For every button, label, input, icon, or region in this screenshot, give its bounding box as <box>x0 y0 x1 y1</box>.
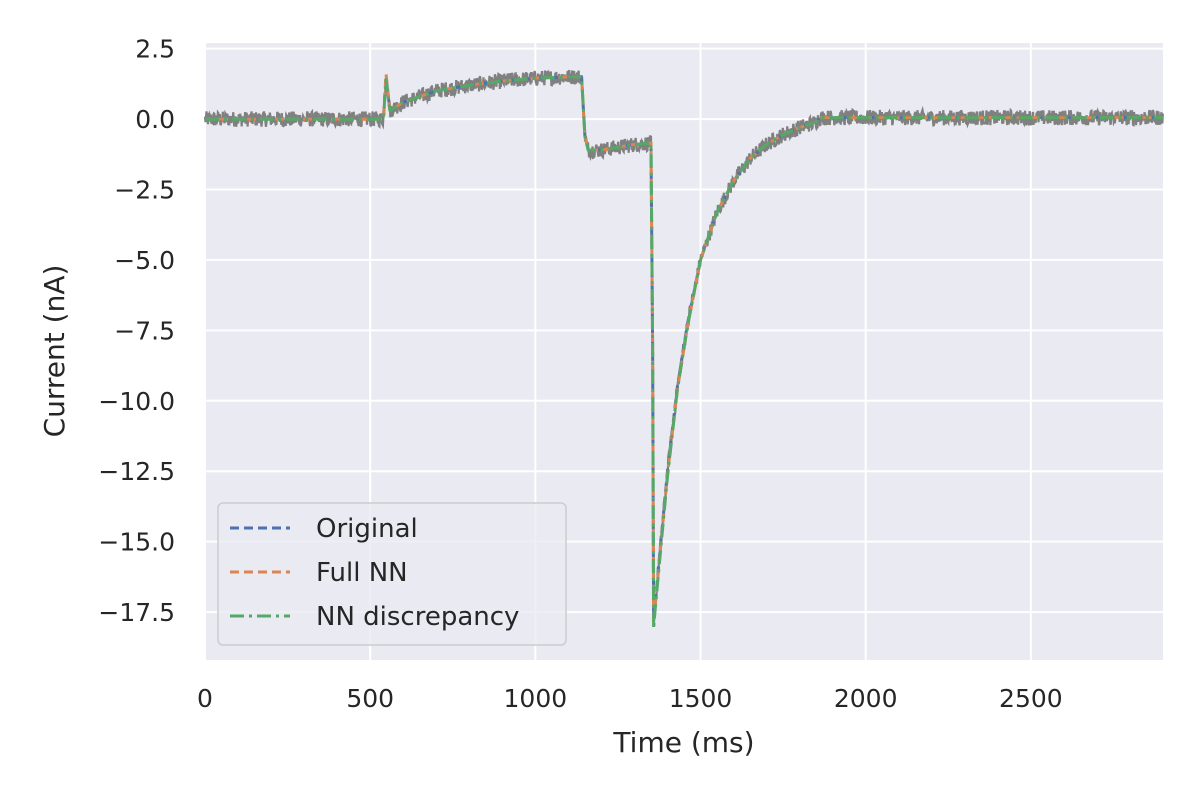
y-tick-label: −2.5 <box>114 176 175 205</box>
x-axis-label: Time (ms) <box>612 726 754 759</box>
x-tick-label: 500 <box>346 684 394 713</box>
y-axis-label: Current (nA) <box>38 265 71 438</box>
x-tick-label: 1000 <box>504 684 568 713</box>
series-line-nn-discrepancy <box>205 75 1163 631</box>
x-tick-label: 1500 <box>669 684 733 713</box>
y-tick-label: −17.5 <box>98 598 175 627</box>
x-tick-label: 0 <box>197 684 213 713</box>
tick-labels: 0 500 1000 1500 2000 2500 2.5 0.0 −2.5 −5.0 −7.5 −1… <box>98 35 1062 713</box>
y-tick-label: −5.0 <box>114 246 175 275</box>
legend-label-full-nn: Full NN <box>316 558 408 588</box>
legend: Original Full NN NN discrepancy <box>217 502 567 646</box>
x-tick-label: 2500 <box>999 684 1063 713</box>
y-tick-label: −15.0 <box>98 528 175 557</box>
legend-box <box>217 502 567 646</box>
y-tick-label: −10.0 <box>98 387 175 416</box>
series-layer <box>205 72 1163 631</box>
legend-label-original: Original <box>316 514 418 544</box>
y-tick-label: −12.5 <box>98 457 175 486</box>
x-tick-label: 2000 <box>834 684 898 713</box>
y-tick-label: −7.5 <box>114 316 175 345</box>
y-tick-label: 2.5 <box>135 35 175 64</box>
legend-label-nn-discrepancy: NN discrepancy <box>316 602 519 632</box>
y-tick-label: 0.0 <box>135 105 175 134</box>
